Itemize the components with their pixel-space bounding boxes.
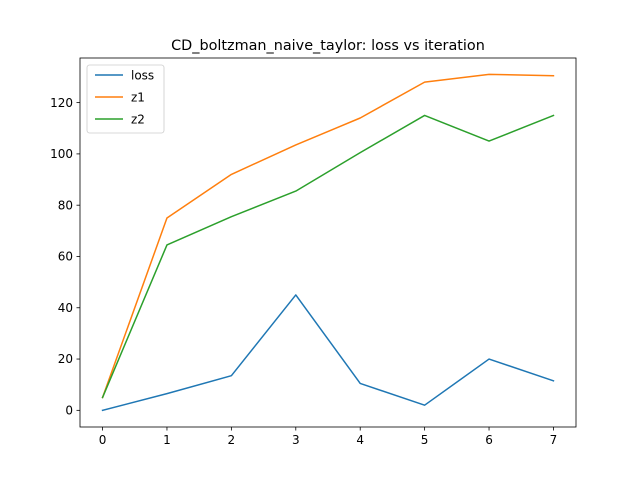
x-tick-label: 5	[421, 433, 429, 447]
series-line-loss	[101, 294, 555, 412]
y-tick-label: 20	[58, 352, 73, 366]
series-layer	[101, 73, 555, 412]
y-tick-label: 0	[65, 404, 73, 418]
legend-label-z1: z1	[131, 90, 145, 104]
x-tick-label: 1	[163, 433, 171, 447]
x-tick-label: 0	[99, 433, 107, 447]
x-tick-label: 2	[228, 433, 236, 447]
x-tick-label: 3	[292, 433, 300, 447]
series-line-z1	[101, 73, 555, 399]
legend: loss z1 z2	[86, 64, 165, 134]
axes-layer: 0 1 2 3 4 5 6 7 0 20 40 60 80 100 120	[50, 57, 577, 447]
series-line-z2	[101, 114, 555, 399]
y-tick-label: 120	[50, 96, 73, 110]
axes-frame	[79, 57, 577, 428]
y-tick-label: 80	[58, 198, 73, 212]
y-tick-label: 40	[58, 301, 73, 315]
y-tick-label: 60	[58, 250, 73, 264]
y-tick-label: 100	[50, 147, 73, 161]
x-tick-label: 7	[550, 433, 558, 447]
legend-box	[86, 64, 165, 134]
x-tick-label: 6	[485, 433, 493, 447]
legend-label-loss: loss	[131, 68, 154, 82]
legend-label-z2: z2	[131, 112, 145, 126]
chart-title: CD_boltzman_naive_taylor: loss vs iterat…	[171, 38, 485, 54]
x-tick-label: 4	[356, 433, 364, 447]
